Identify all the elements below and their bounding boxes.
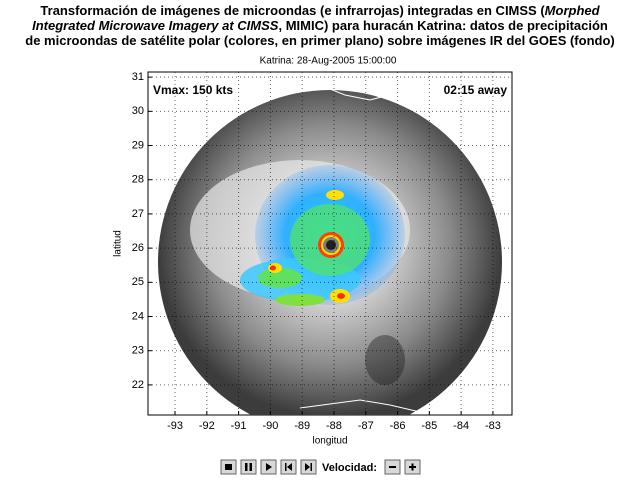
y-tick-label: 24 [132, 310, 144, 322]
y-tick-label: 29 [132, 139, 144, 151]
y-tick-label: 22 [132, 379, 144, 391]
plus-icon [409, 463, 416, 471]
title-segment: de microondas de satélite polar (colores… [25, 33, 614, 48]
y-tick-label: 25 [132, 276, 144, 288]
step-forward-icon [305, 463, 312, 471]
y-tick-label: 28 [132, 174, 144, 186]
x-tick-label: -87 [358, 420, 374, 432]
title-line: Transformación de imágenes de microondas… [40, 3, 600, 18]
x-tick-label: -91 [231, 420, 247, 432]
x-tick-label: -89 [294, 420, 310, 432]
controls: Velocidad: [220, 459, 421, 475]
play-icon [266, 463, 272, 471]
title-segment: , MIMIC) para huracán Katrina: datos de … [278, 18, 607, 33]
header: Transformación de imágenes de microondas… [25, 3, 614, 66]
subtitle: Katrina: 28-Aug-2005 15:00:00 [260, 56, 397, 67]
y-tick-label: 26 [132, 242, 144, 254]
x-tick-label: -86 [390, 420, 406, 432]
title-line: Integrated Microwave Imagery at CIMSS, M… [32, 18, 608, 33]
y-tick-label: 23 [132, 345, 144, 357]
vmax-annotation: Vmax: 150 kts [153, 83, 233, 97]
pause-button[interactable] [240, 459, 257, 475]
title-segment: Integrated Microwave Imagery at CIMSS [32, 18, 279, 33]
plot: -93 -92 -91 -90 -89 -88 -87 -86 -85 -84 -83 22 23 24 2… [113, 71, 512, 447]
y-tick-label: 27 [132, 208, 144, 220]
step-back-icon [285, 463, 292, 471]
x-tick-label: -83 [485, 420, 501, 432]
x-tick-label: -92 [199, 420, 215, 432]
x-tick-label: -90 [262, 420, 278, 432]
satellite-image [149, 84, 511, 415]
y-tick-label: 30 [132, 105, 144, 117]
x-tick-label: -85 [421, 420, 437, 432]
time-annotation: 02:15 away [444, 83, 508, 97]
minus-icon [389, 466, 396, 468]
y-tick-label: 31 [132, 71, 144, 83]
x-axis-label: longitud [312, 436, 347, 447]
x-tick-label: -84 [453, 420, 469, 432]
title-segment: Transformación de imágenes de microondas… [40, 3, 545, 18]
title-segment: Morphed [545, 3, 601, 18]
x-tick-label: -88 [326, 420, 342, 432]
speed-label: Velocidad: [322, 462, 377, 474]
pause-icon [245, 463, 248, 471]
y-axis-label: latitud [113, 230, 124, 257]
stop-icon [225, 464, 232, 470]
pause-icon [249, 463, 252, 471]
title-line: de microondas de satélite polar (colores… [25, 33, 614, 48]
x-tick-label: -93 [167, 420, 183, 432]
